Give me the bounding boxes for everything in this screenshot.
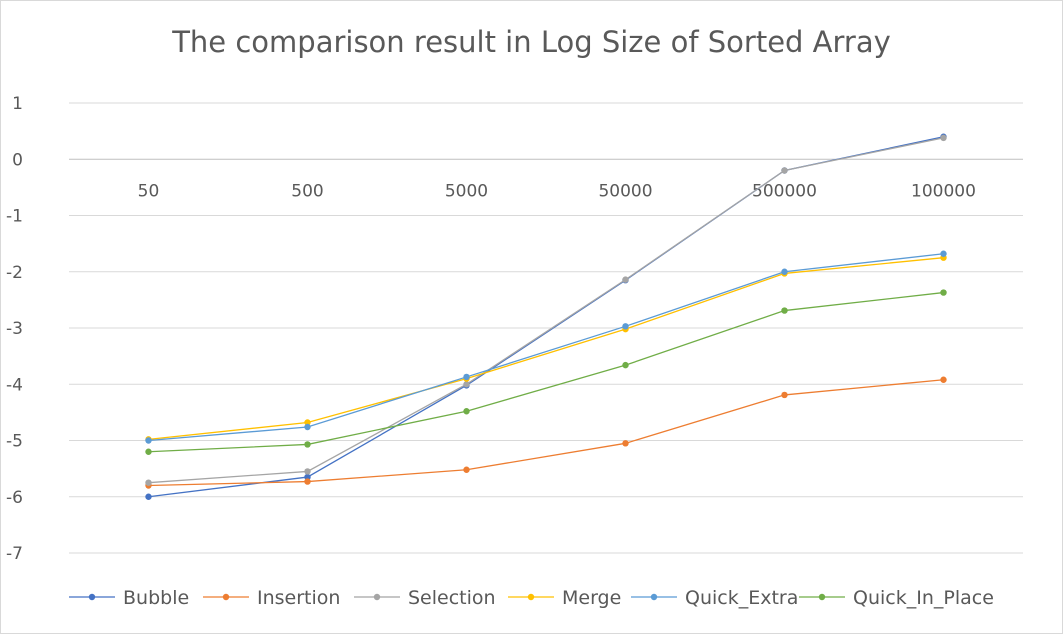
legend-item: Bubble xyxy=(69,587,189,609)
data-point xyxy=(781,167,788,174)
legend-item: Merge xyxy=(508,587,621,609)
data-point xyxy=(781,391,788,399)
chart-title: The comparison result in Log Size of Sor… xyxy=(172,25,891,59)
series-lines xyxy=(145,133,947,500)
series-line xyxy=(148,136,944,498)
y-tick-label: 1 xyxy=(12,94,23,114)
x-tick-label: 100000 xyxy=(911,181,976,201)
y-tick-label: -1 xyxy=(6,207,23,227)
series-line xyxy=(148,379,944,487)
x-axis-ticks: 50 500 5000 50000 500000 100000 xyxy=(138,181,976,201)
gridlines xyxy=(69,102,1023,554)
data-point xyxy=(940,250,947,257)
data-point xyxy=(304,473,311,481)
data-point xyxy=(304,419,311,426)
y-tick-label: -7 xyxy=(6,544,23,564)
y-tick-label: -3 xyxy=(6,319,23,339)
data-point xyxy=(940,289,947,296)
legend-item: Insertion xyxy=(203,587,340,609)
legend-item: Quick_In_Place xyxy=(799,587,994,609)
data-point xyxy=(304,478,311,485)
legend-marker xyxy=(373,593,381,601)
legend-label: Quick_Extra xyxy=(685,587,798,609)
x-tick-label: 50000 xyxy=(598,181,652,201)
legend-label: Quick_In_Place xyxy=(853,587,994,609)
legend-item: Selection xyxy=(354,587,496,609)
legend: Bubble Insertion Selection Merge Quick_Extra… xyxy=(69,587,994,609)
legend-label: Insertion xyxy=(257,587,340,609)
series-quick-extra xyxy=(145,250,947,444)
series-line xyxy=(148,137,944,484)
x-tick-label: 500 xyxy=(291,181,323,201)
data-point xyxy=(304,468,311,475)
data-point xyxy=(145,448,152,455)
data-point xyxy=(622,276,629,283)
x-tick-label: 500000 xyxy=(752,181,817,201)
data-point xyxy=(145,437,152,444)
series-bubble xyxy=(145,133,947,500)
data-point xyxy=(781,307,788,314)
legend-marker xyxy=(222,593,230,601)
data-point xyxy=(304,423,311,431)
data-point xyxy=(940,376,947,383)
data-point xyxy=(463,373,470,381)
legend-label: Merge xyxy=(562,587,621,609)
data-point xyxy=(940,134,947,142)
data-point xyxy=(622,323,629,330)
legend-label: Bubble xyxy=(123,587,189,609)
legend-marker xyxy=(527,593,535,601)
series-line xyxy=(148,291,944,453)
data-point xyxy=(781,268,788,275)
y-tick-label: -4 xyxy=(6,375,23,395)
y-axis-ticks: 1 0 -1 -2 -3 -4 -5 -6 -7 xyxy=(6,94,23,564)
legend-marker xyxy=(88,593,96,601)
x-tick-label: 5000 xyxy=(445,181,488,201)
legend-marker xyxy=(818,593,826,601)
legend-item: Quick_Extra xyxy=(631,587,798,609)
data-point xyxy=(463,408,470,415)
legend-label: Selection xyxy=(408,587,496,609)
y-tick-label: -5 xyxy=(6,432,23,452)
data-point xyxy=(622,440,629,447)
data-point xyxy=(463,381,470,388)
legend-marker xyxy=(650,593,658,601)
series-line xyxy=(148,257,944,441)
y-tick-label: -6 xyxy=(6,488,23,508)
x-tick-label: 50 xyxy=(138,181,160,201)
data-point xyxy=(463,466,470,473)
y-tick-label: -2 xyxy=(6,263,23,283)
series-quick-in-place xyxy=(145,289,947,455)
series-merge xyxy=(145,254,947,443)
y-tick-label: 0 xyxy=(12,150,23,170)
data-point xyxy=(622,361,629,369)
series-insertion xyxy=(145,376,947,489)
data-point xyxy=(145,493,152,500)
series-line xyxy=(148,253,944,442)
data-point xyxy=(145,479,152,486)
data-point xyxy=(304,441,311,448)
series-selection xyxy=(145,134,947,486)
